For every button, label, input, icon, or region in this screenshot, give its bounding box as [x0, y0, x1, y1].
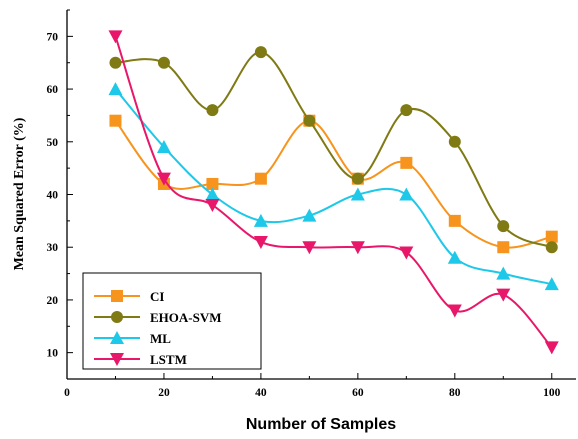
legend-marker-lstm	[110, 353, 124, 366]
data-point-ehoa-svm	[206, 104, 219, 117]
y-tick-label: 30	[47, 242, 59, 254]
legend-marker-ehoa-svm	[111, 311, 123, 323]
data-point-ml	[350, 187, 365, 201]
legend-label: ML	[150, 331, 171, 346]
data-point-ml	[496, 266, 511, 280]
y-axis-title: Mean Squared Error (%)	[12, 117, 27, 270]
legend: CI EHOA-SVM ML LSTM	[82, 272, 262, 370]
data-point-lstm	[253, 235, 268, 249]
data-point-ehoa-svm	[254, 46, 267, 59]
x-tick-label: 20	[158, 387, 170, 399]
legend-label: EHOA-SVM	[150, 310, 222, 325]
data-point-ehoa-svm	[157, 56, 170, 69]
data-point-lstm	[447, 304, 462, 318]
data-point-lstm	[156, 172, 171, 186]
data-point-lstm	[399, 246, 414, 260]
series-line-ml	[114, 88, 552, 286]
data-point-ml	[205, 187, 220, 201]
ticks-layer: 0 20 40 60 80 100 10 20 30 40 50 60 70	[47, 9, 561, 399]
data-point-ehoa-svm	[303, 114, 316, 127]
data-point-ci	[109, 114, 122, 127]
y-tick-label: 10	[47, 348, 59, 360]
series-lstm	[108, 30, 559, 355]
y-tick-label: 60	[47, 84, 59, 96]
data-point-ml	[108, 82, 123, 96]
series-ci	[109, 114, 558, 254]
data-point-ml	[156, 140, 171, 154]
data-point-lstm	[544, 341, 559, 355]
data-point-ehoa-svm	[109, 56, 122, 69]
data-point-ci	[448, 214, 461, 227]
data-point-lstm	[350, 241, 365, 255]
data-point-lstm	[205, 199, 220, 213]
legend-item-lstm: LSTM	[94, 352, 187, 367]
data-point-lstm	[108, 30, 123, 44]
x-tick-label: 60	[352, 387, 364, 399]
data-point-ml	[447, 250, 462, 264]
x-tick-label: 80	[449, 387, 461, 399]
x-tick-label: 100	[543, 387, 561, 399]
series-ehoa-svm	[109, 46, 558, 254]
data-point-ehoa-svm	[400, 104, 413, 117]
y-tick-label: 20	[47, 295, 59, 307]
data-point-ci	[254, 172, 267, 185]
data-point-ci	[497, 241, 510, 254]
legend-item-ehoa-svm: EHOA-SVM	[94, 310, 222, 325]
data-point-ehoa-svm	[497, 220, 510, 233]
data-point-ml	[399, 187, 414, 201]
data-point-ml	[302, 208, 317, 222]
data-point-ml	[544, 277, 559, 291]
series-ml	[108, 82, 559, 291]
legend-marker-ml	[110, 331, 124, 344]
data-point-ehoa-svm	[545, 241, 558, 254]
y-tick-label: 70	[47, 31, 59, 43]
data-point-lstm	[302, 241, 317, 255]
series-line-ci	[114, 119, 553, 249]
y-tick-label: 40	[47, 190, 59, 202]
data-point-ehoa-svm	[351, 172, 364, 185]
data-point-ml	[253, 213, 268, 227]
y-tick-label: 50	[47, 137, 59, 149]
legend-label: LSTM	[150, 352, 187, 367]
x-axis-title: Number of Samples	[246, 416, 396, 433]
legend-marker-ci	[111, 290, 123, 302]
series-layer	[108, 30, 559, 355]
data-point-lstm	[496, 288, 511, 302]
data-point-ehoa-svm	[448, 135, 461, 148]
x-tick-label: 40	[255, 387, 267, 399]
data-point-ci	[206, 177, 219, 190]
data-point-ci	[400, 156, 413, 169]
x-tick-label: 0	[64, 387, 70, 399]
series-line-ehoa-svm	[115, 51, 553, 249]
series-line-lstm	[114, 36, 553, 349]
legend-item-ci: CI	[94, 289, 164, 304]
legend-item-ml: ML	[94, 331, 171, 346]
legend-label: CI	[150, 289, 164, 304]
data-point-ci	[545, 230, 558, 243]
